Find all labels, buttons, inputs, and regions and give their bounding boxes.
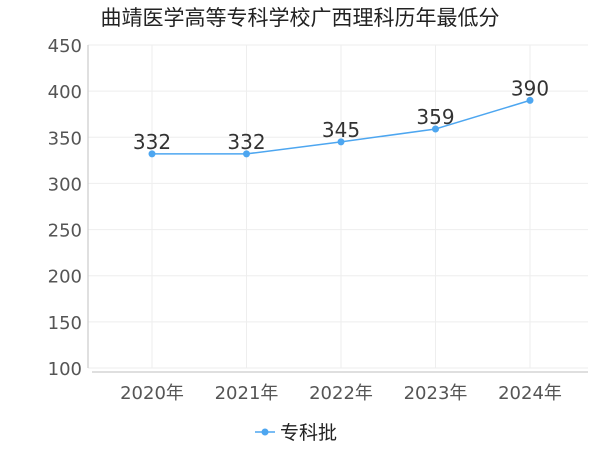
y-tick-label: 350 — [48, 128, 82, 149]
y-tick-label: 200 — [48, 267, 82, 288]
data-label: 390 — [511, 76, 549, 100]
data-label: 345 — [322, 118, 360, 142]
legend-marker — [261, 428, 269, 436]
data-label: 332 — [133, 130, 171, 154]
data-point — [432, 125, 439, 133]
y-tick-label: 100 — [48, 359, 82, 380]
y-tick-label: 250 — [48, 221, 82, 242]
data-point — [243, 150, 250, 158]
legend-label: 专科批 — [280, 422, 337, 444]
data-point — [526, 96, 534, 104]
y-tick-label: 300 — [48, 174, 82, 195]
y-tick-label: 400 — [48, 82, 82, 103]
x-tick-label: 2024年 — [498, 383, 562, 404]
x-tick-label: 2021年 — [215, 383, 279, 404]
chart-title: 曲靖医学高等专科学校广西理科历年最低分 — [100, 6, 500, 30]
x-tick-label: 2020年 — [120, 383, 184, 404]
data-label: 332 — [227, 130, 265, 154]
x-tick-label: 2022年 — [309, 383, 373, 404]
data-label: 359 — [416, 105, 454, 129]
y-tick-label: 450 — [48, 36, 82, 57]
x-tick-label: 2023年 — [404, 383, 468, 404]
data-point — [148, 150, 156, 158]
y-tick-label: 150 — [48, 313, 82, 334]
data-point — [337, 138, 345, 146]
